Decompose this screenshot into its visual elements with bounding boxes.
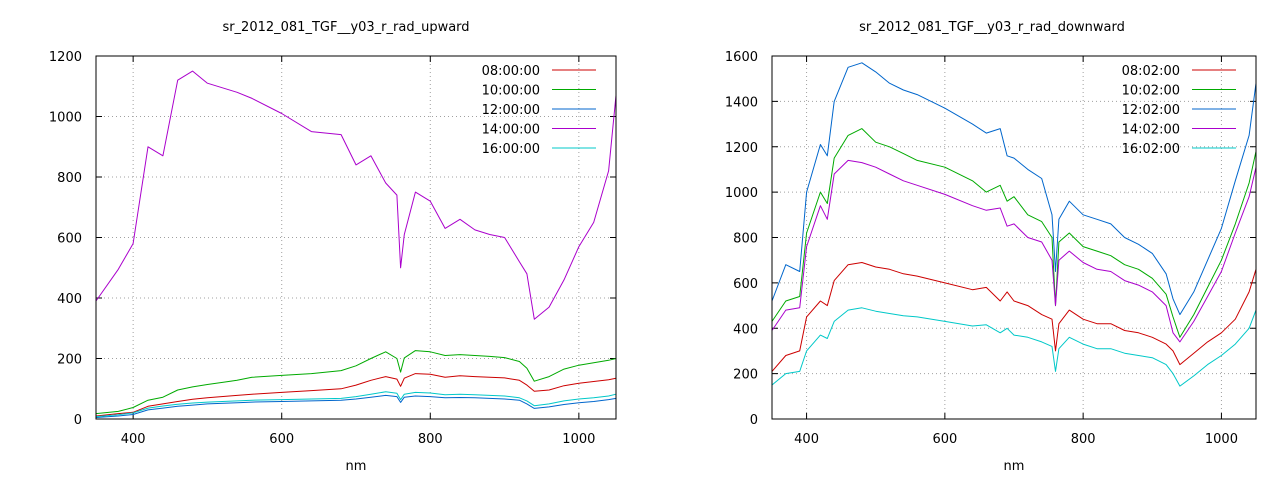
chart2-y-tick-label: 400	[733, 322, 758, 337]
chart2-y-tick-label: 800	[733, 232, 758, 247]
chart1-legend-label: 12:00:00	[482, 103, 540, 118]
chart1-x-tick-label: 400	[121, 432, 146, 447]
chart2-legend-label: 14:02:00	[1122, 123, 1180, 138]
chart2-x-tick-label: 400	[794, 432, 819, 447]
chart2-legend-label: 12:02:00	[1122, 103, 1180, 118]
chart2-x-tick-label: 1000	[1205, 432, 1238, 447]
chart2-series-line-2	[771, 128, 1257, 338]
chart2-x-axis-label: nm	[1004, 459, 1025, 474]
chart1-x-tick-label: 600	[269, 432, 294, 447]
chart2-series-line-3	[771, 62, 1257, 316]
chart1-series-line-4	[95, 70, 617, 320]
chart1-legend-label: 10:00:00	[482, 84, 540, 99]
chart2-legend-label: 16:02:00	[1122, 142, 1180, 157]
chart1-y-tick-label: 600	[57, 232, 82, 247]
chart1-y-tick-label: 800	[57, 171, 82, 186]
chart2-legend-label: 08:02:00	[1122, 64, 1180, 79]
chart1-series-line-1	[95, 373, 617, 417]
chart1-y-tick-label: 400	[57, 292, 82, 307]
chart1-y-tick-label: 0	[74, 413, 82, 428]
chart2-legend-label: 10:02:00	[1122, 84, 1180, 99]
chart1-series-line-3	[95, 394, 617, 418]
chart2-y-tick-label: 1000	[725, 186, 758, 201]
chart2-series-line-4	[771, 159, 1257, 343]
chart2-title: sr_2012_081_TGF__y03_r_rad_downward	[859, 20, 1125, 35]
chart1-series-line-5	[95, 391, 617, 418]
chart1-y-tick-label: 1000	[49, 111, 82, 126]
chart2-y-tick-label: 600	[733, 277, 758, 292]
chart1-y-tick-label: 1200	[49, 50, 82, 65]
chart1-legend-label: 08:00:00	[482, 64, 540, 79]
chart2-y-tick-label: 1600	[725, 50, 758, 65]
chart2-y-tick-label: 1400	[725, 95, 758, 110]
chart1-legend-label: 16:00:00	[482, 142, 540, 157]
chart2-series-line-5	[771, 307, 1257, 387]
chart2-y-tick-label: 1200	[725, 141, 758, 156]
chart2-y-tick-label: 200	[733, 368, 758, 383]
chart1-series-line-2	[95, 350, 617, 415]
chart1-x-axis-label: nm	[346, 459, 367, 474]
chart1-plot-frame	[95, 55, 617, 420]
chart2-plot-frame	[771, 55, 1257, 420]
chart1-x-tick-label: 1000	[562, 432, 595, 447]
chart2-x-tick-label: 600	[932, 432, 957, 447]
chart2-y-tick-label: 0	[750, 413, 758, 428]
chart2-series-line-1	[771, 262, 1257, 372]
chart1-y-tick-label: 200	[57, 353, 82, 368]
chart1-legend-label: 14:00:00	[482, 123, 540, 138]
chart1-title: sr_2012_081_TGF__y03_r_rad_upward	[222, 20, 469, 35]
chart2-x-tick-label: 800	[1071, 432, 1096, 447]
chart1-x-tick-label: 800	[418, 432, 443, 447]
